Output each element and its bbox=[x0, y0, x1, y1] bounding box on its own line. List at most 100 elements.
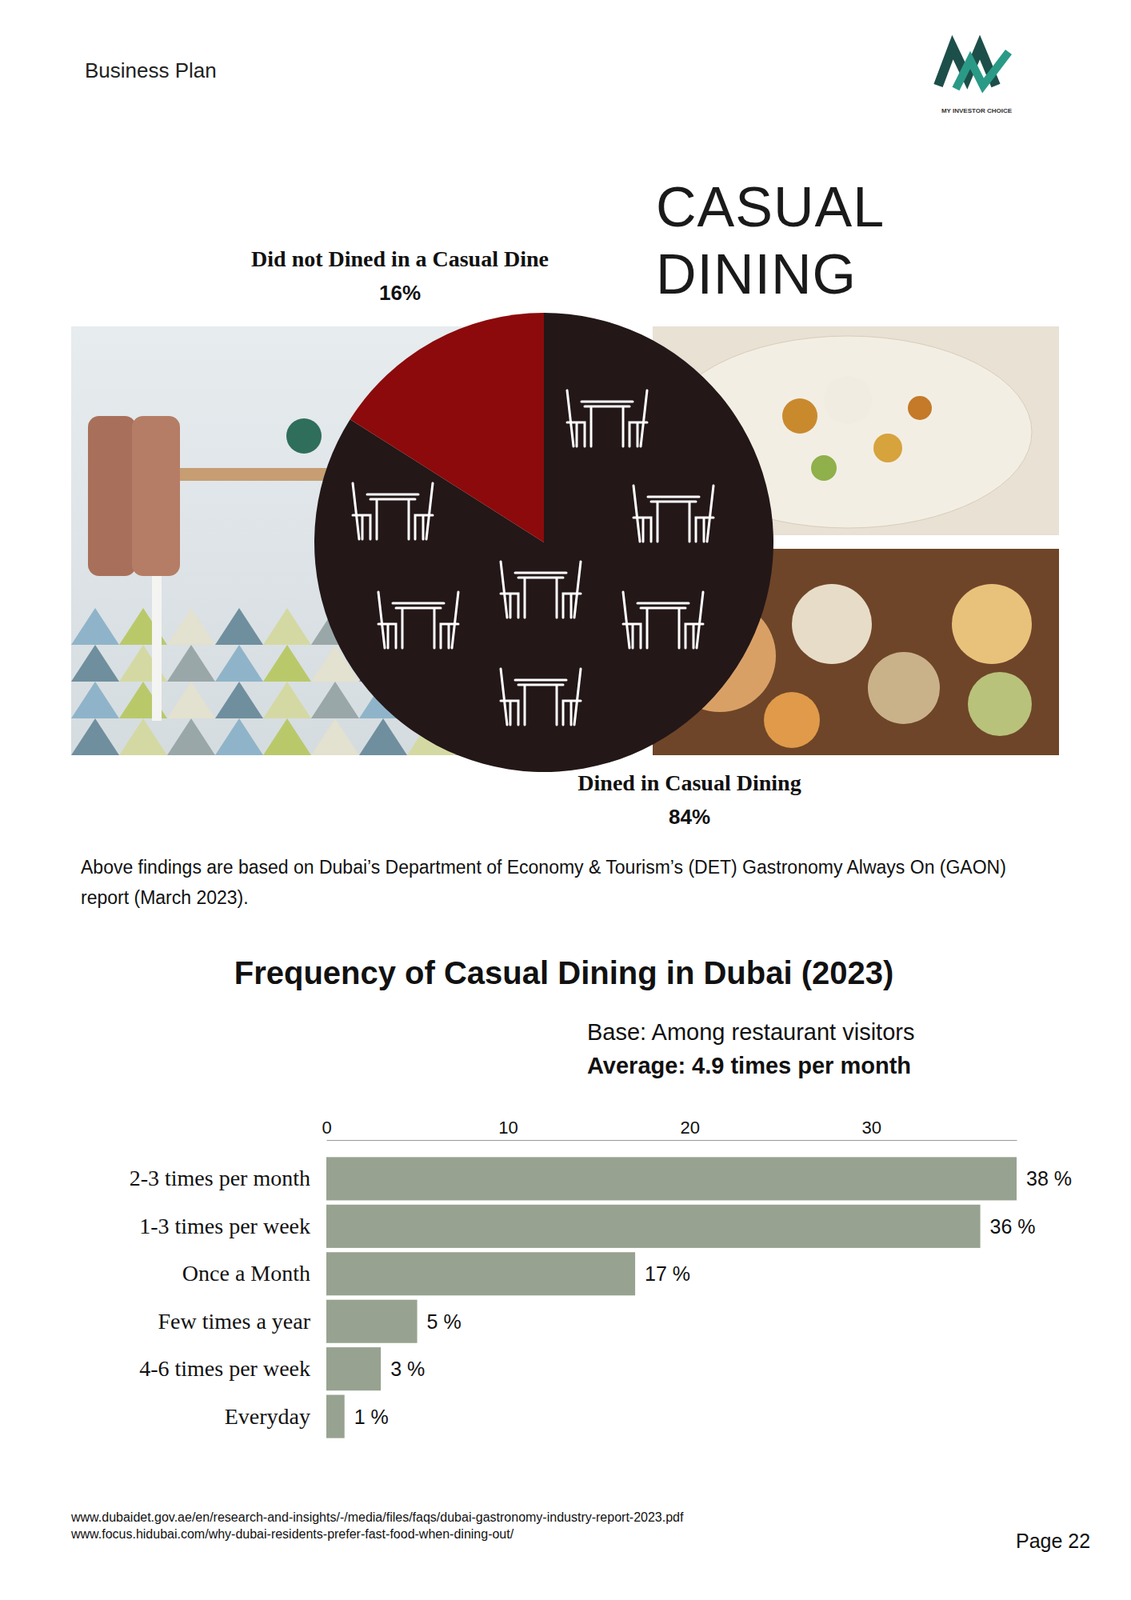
table-icon-line bbox=[623, 591, 641, 648]
tick: 0 bbox=[321, 1117, 332, 1140]
heading-line: CASUAL bbox=[655, 175, 885, 239]
category-label: Once a Month bbox=[182, 1260, 311, 1286]
photo-rug bbox=[263, 718, 312, 756]
category-tick: 2-3 times per month bbox=[129, 1165, 314, 1191]
photo-rug bbox=[263, 644, 312, 682]
category-tick: Once a Month bbox=[182, 1260, 314, 1286]
photo-rug bbox=[311, 681, 360, 719]
bar bbox=[326, 1156, 1017, 1200]
page-number: Page 22 bbox=[1015, 1529, 1091, 1552]
table-icon-line bbox=[415, 483, 433, 540]
photo-rug bbox=[167, 644, 216, 682]
table-icon-line bbox=[563, 668, 581, 725]
pie-slice bbox=[350, 312, 544, 543]
data-label: 17 % bbox=[644, 1262, 691, 1285]
photo-rug bbox=[119, 718, 168, 756]
tick-label: 0 bbox=[321, 1117, 332, 1138]
table-icon bbox=[567, 390, 648, 447]
category-tick: Few times a year bbox=[158, 1308, 315, 1334]
chart-annotation: Average: 4.9 times per month bbox=[587, 1052, 912, 1079]
photo-vase bbox=[286, 418, 322, 454]
source: www.dubaidet.gov.ae/en/research-and-insi… bbox=[70, 1510, 684, 1524]
table-icon-line bbox=[637, 603, 689, 648]
chart-subtitle: Base: Among restaurant visitors bbox=[587, 1019, 915, 1045]
table-icon bbox=[378, 591, 459, 648]
table-icon-line bbox=[500, 668, 519, 725]
x-axis: 0 10 20 30 bbox=[321, 1117, 1017, 1141]
table-icon-line bbox=[392, 603, 444, 648]
category-label: Few times a year bbox=[158, 1308, 312, 1334]
table-icon-line bbox=[500, 561, 519, 618]
chart-title: Frequency of Casual Dining in Dubai (202… bbox=[234, 955, 895, 991]
photo-dish bbox=[791, 583, 872, 664]
logo: MY INVESTOR CHOICE bbox=[938, 47, 1013, 115]
logo-shape bbox=[955, 51, 1009, 89]
logo-text: MY INVESTOR CHOICE bbox=[941, 107, 1013, 115]
table-icon-line bbox=[685, 591, 704, 648]
category-label: 1-3 times per week bbox=[139, 1213, 311, 1239]
tick-label: 10 bbox=[498, 1117, 518, 1138]
category-label: 4-6 times per week bbox=[139, 1355, 311, 1381]
bar bbox=[326, 1204, 981, 1248]
tick: 30 bbox=[862, 1117, 882, 1140]
heading-line: DINING bbox=[655, 243, 857, 306]
y-axis: 2-3 times per month 1-3 times per week Onc… bbox=[129, 1165, 314, 1428]
photo-dish bbox=[867, 651, 940, 724]
table-icon-line bbox=[567, 390, 585, 447]
data-label: 3 % bbox=[390, 1357, 425, 1380]
photo-rug bbox=[311, 718, 360, 756]
tick: 20 bbox=[679, 1117, 700, 1140]
table-icon-line bbox=[563, 561, 581, 618]
table-icon-line bbox=[581, 401, 633, 447]
table-icon bbox=[633, 485, 714, 542]
pie-value-label: 84% bbox=[668, 804, 711, 829]
data-label: 36 % bbox=[990, 1214, 1036, 1238]
bar bbox=[326, 1299, 418, 1343]
photo-rug bbox=[359, 718, 408, 756]
source: www.focus.hidubai.com/why-dubai-resident… bbox=[70, 1526, 515, 1541]
photo-food bbox=[811, 455, 837, 481]
photo-dish bbox=[763, 691, 820, 748]
photo-rug bbox=[215, 607, 264, 645]
photo-food bbox=[782, 398, 818, 434]
photo-rug bbox=[71, 607, 120, 645]
bars bbox=[326, 1156, 1017, 1438]
table-icon-line bbox=[378, 591, 396, 648]
category-tick: Everyday bbox=[224, 1403, 314, 1429]
tick-label: 30 bbox=[862, 1117, 882, 1138]
heading: CASUALDINING bbox=[655, 175, 885, 306]
note-line: report (March 2023). bbox=[80, 887, 249, 908]
table-icon-line bbox=[695, 485, 714, 542]
table-icon-line bbox=[352, 483, 371, 540]
category-tick: 1-3 times per week bbox=[139, 1213, 314, 1239]
table-icon-line bbox=[647, 496, 700, 542]
page: Business Plan MY INVESTOR CHOICE CASUALDIN… bbox=[0, 0, 1131, 1600]
photo-dish bbox=[951, 583, 1032, 664]
pie-value-label: 16% bbox=[379, 280, 421, 305]
photo-rug bbox=[215, 644, 264, 682]
pie-label: Did not Dined in a Casual Dine bbox=[251, 246, 549, 272]
note: Above findings are based on Dubai’s Depa… bbox=[80, 856, 1007, 908]
table-icon bbox=[352, 483, 433, 540]
photo-rug bbox=[167, 607, 216, 645]
photo-rug bbox=[215, 681, 264, 719]
data-label: 1 % bbox=[354, 1405, 389, 1428]
axis-line bbox=[327, 1139, 1018, 1141]
photo-food bbox=[823, 375, 872, 424]
table-icon-line bbox=[633, 485, 652, 542]
tick-label: 20 bbox=[679, 1117, 700, 1138]
table-icon-line bbox=[440, 591, 459, 648]
data-labels: 38 %36 %17 %5 %3 %1 % bbox=[354, 1166, 1072, 1427]
header: Business Plan bbox=[84, 58, 217, 83]
photo-rug bbox=[167, 681, 216, 719]
photo-food bbox=[907, 395, 932, 420]
pie bbox=[314, 312, 774, 772]
photo-food bbox=[873, 433, 903, 463]
category-label: 2-3 times per month bbox=[129, 1165, 311, 1191]
tick: 10 bbox=[498, 1117, 518, 1140]
photo-dish bbox=[967, 671, 1032, 736]
note-line: Above findings are based on Dubai’s Depa… bbox=[80, 856, 1007, 878]
data-label: 5 % bbox=[427, 1310, 462, 1333]
photo-chair bbox=[87, 415, 136, 576]
pie-label: Dined in Casual Dining bbox=[577, 770, 801, 796]
